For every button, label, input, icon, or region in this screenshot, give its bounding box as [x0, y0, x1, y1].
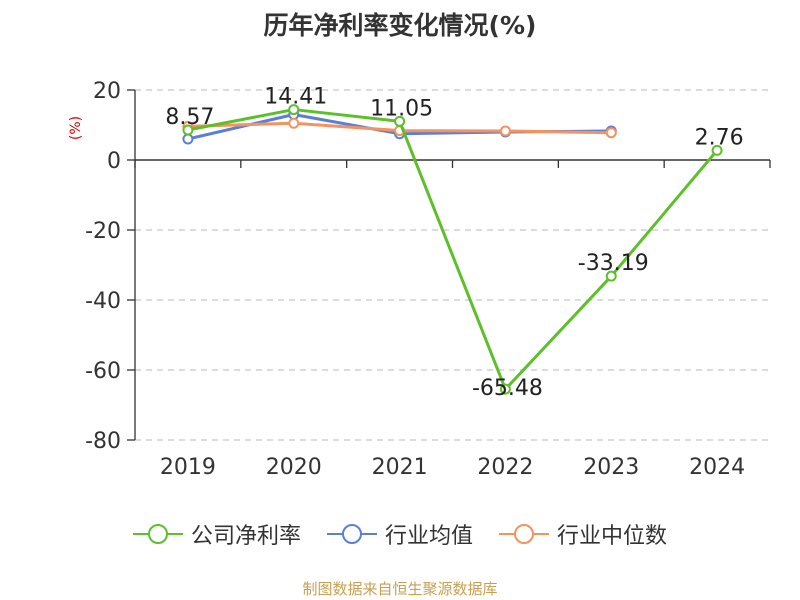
legend-item[interactable]: 行业均值	[326, 518, 473, 550]
y-tick-label: 0	[107, 149, 121, 174]
y-tick-label: 20	[93, 79, 121, 104]
legend-label: 行业中位数	[557, 524, 668, 549]
data-label: -33.19	[578, 251, 649, 276]
series-point	[182, 133, 194, 145]
data-label-layer: 8.57 14.41 11.05 -65.48 -33.19 2.76	[165, 85, 743, 402]
x-tick-label: 2020	[266, 455, 322, 480]
x-tick-label: 2024	[689, 455, 745, 480]
data-label: 2.76	[695, 125, 744, 150]
chart-title: 历年净利率变化情况(%)	[263, 11, 537, 40]
x-tick-label: 2023	[583, 455, 639, 480]
legend-item[interactable]: 行业中位数	[499, 518, 667, 550]
legend-swatch-icon	[499, 524, 549, 544]
y-tick-label: -20	[85, 219, 121, 244]
series-point	[288, 117, 300, 129]
legend: 公司净利率 行业均值 行业中位数	[0, 518, 800, 550]
legend-swatch-icon	[326, 524, 377, 544]
source-note: 制图数据来自恒生聚源数据库	[302, 580, 498, 598]
y-tick-label: -40	[85, 289, 121, 314]
legend-item[interactable]: 公司净利率	[132, 518, 301, 550]
series-point	[182, 124, 194, 136]
series-point	[288, 104, 300, 116]
grid-layer	[135, 89, 770, 441]
y-tick-label: -60	[85, 359, 121, 384]
x-tick-label: 2022	[477, 455, 533, 480]
data-label: 8.57	[165, 105, 214, 130]
series-layer	[182, 104, 723, 395]
legend-label: 公司净利率	[190, 524, 301, 549]
x-tick-label: 2021	[372, 455, 428, 480]
series-point	[605, 127, 617, 139]
y-tick-label: -80	[85, 429, 121, 454]
series-point	[605, 270, 617, 282]
axis-layer: 20 0 -20 -40 -60 -80 2019 2020 2021 2022 2023 2024	[85, 79, 771, 480]
series-line	[187, 108, 719, 391]
series-point	[499, 383, 511, 395]
legend-label: 行业均值	[384, 524, 473, 549]
series-point	[394, 115, 406, 127]
series-point	[711, 144, 723, 156]
legend-swatch-icon	[132, 524, 183, 544]
series-point	[499, 125, 511, 137]
data-label: -65.48	[472, 376, 543, 401]
data-label: 14.41	[264, 85, 327, 110]
data-label: 11.05	[370, 96, 433, 121]
x-tick-label: 2019	[160, 455, 216, 480]
